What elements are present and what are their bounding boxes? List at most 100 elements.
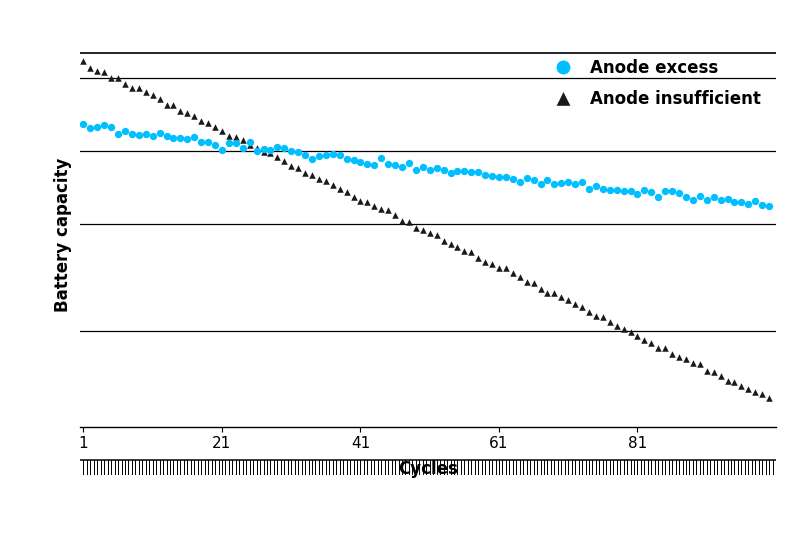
Point (652, 344, 665, 352)
Point (582, 308, 595, 317)
Point (126, 130, 138, 138)
Point (749, 388, 762, 397)
Point (451, 242, 464, 251)
Point (430, 230, 443, 239)
Point (222, 131, 235, 140)
Point (202, 119, 214, 128)
Point (478, 257, 491, 266)
Point (417, 226, 430, 235)
Point (285, 161, 298, 170)
Point (326, 181, 339, 189)
Point (514, 273, 526, 282)
Point (679, 193, 692, 202)
X-axis label: Cycles: Cycles (398, 459, 458, 478)
Point (658, 187, 671, 196)
Point (548, 179, 561, 188)
Point (202, 137, 214, 146)
Point (361, 197, 374, 206)
Point (590, 312, 602, 321)
Point (597, 185, 610, 194)
Point (465, 168, 478, 177)
Point (278, 143, 290, 152)
Point (126, 83, 138, 92)
Point (506, 174, 519, 183)
Point (562, 296, 574, 305)
Point (292, 147, 305, 156)
Point (444, 168, 457, 177)
Point (118, 126, 131, 135)
Point (694, 192, 706, 201)
Point (666, 350, 678, 358)
Point (714, 196, 727, 205)
Point (306, 171, 318, 179)
Point (243, 137, 256, 146)
Point (334, 185, 346, 194)
Point (631, 331, 644, 340)
Point (340, 188, 353, 196)
Point (236, 143, 249, 152)
Point (673, 352, 686, 361)
Point (610, 186, 623, 195)
Point (590, 182, 602, 190)
Point (188, 133, 201, 142)
Point (112, 73, 125, 82)
Point (264, 146, 277, 154)
Point (472, 168, 485, 177)
Point (347, 155, 360, 164)
Point (257, 148, 270, 156)
Point (762, 394, 775, 403)
Point (541, 288, 554, 297)
Point (735, 197, 748, 206)
Point (319, 151, 332, 160)
Point (514, 178, 526, 187)
Point (700, 196, 713, 205)
Point (465, 248, 478, 257)
Point (105, 73, 118, 82)
Point (555, 178, 568, 187)
Point (728, 197, 741, 206)
Point (417, 163, 430, 172)
Point (576, 302, 589, 311)
Point (154, 129, 166, 138)
Point (285, 147, 298, 156)
Point (499, 173, 512, 182)
Point (174, 107, 187, 115)
Point (112, 130, 125, 138)
Point (493, 173, 506, 182)
Point (368, 161, 381, 170)
Point (527, 176, 540, 185)
Point (354, 196, 367, 205)
Point (271, 142, 284, 151)
Point (520, 174, 533, 183)
Point (638, 186, 651, 195)
Point (194, 117, 207, 125)
Y-axis label: Battery capacity: Battery capacity (54, 158, 72, 312)
Point (444, 240, 457, 249)
Point (396, 216, 409, 225)
Point (458, 166, 470, 175)
Point (313, 175, 326, 184)
Point (375, 153, 388, 162)
Point (762, 201, 775, 210)
Point (624, 186, 637, 195)
Point (437, 166, 450, 175)
Point (638, 336, 651, 345)
Point (603, 186, 616, 195)
Point (694, 360, 706, 369)
Point (666, 187, 678, 195)
Point (410, 165, 422, 174)
Point (361, 159, 374, 168)
Point (167, 133, 180, 142)
Point (555, 293, 568, 302)
Point (756, 201, 769, 210)
Point (686, 196, 699, 205)
Point (576, 178, 589, 187)
Point (84, 63, 97, 72)
Point (430, 163, 443, 172)
Point (298, 168, 311, 177)
Point (721, 195, 734, 204)
Point (77, 56, 90, 65)
Point (133, 130, 146, 139)
Point (610, 322, 623, 330)
Point (160, 131, 173, 140)
